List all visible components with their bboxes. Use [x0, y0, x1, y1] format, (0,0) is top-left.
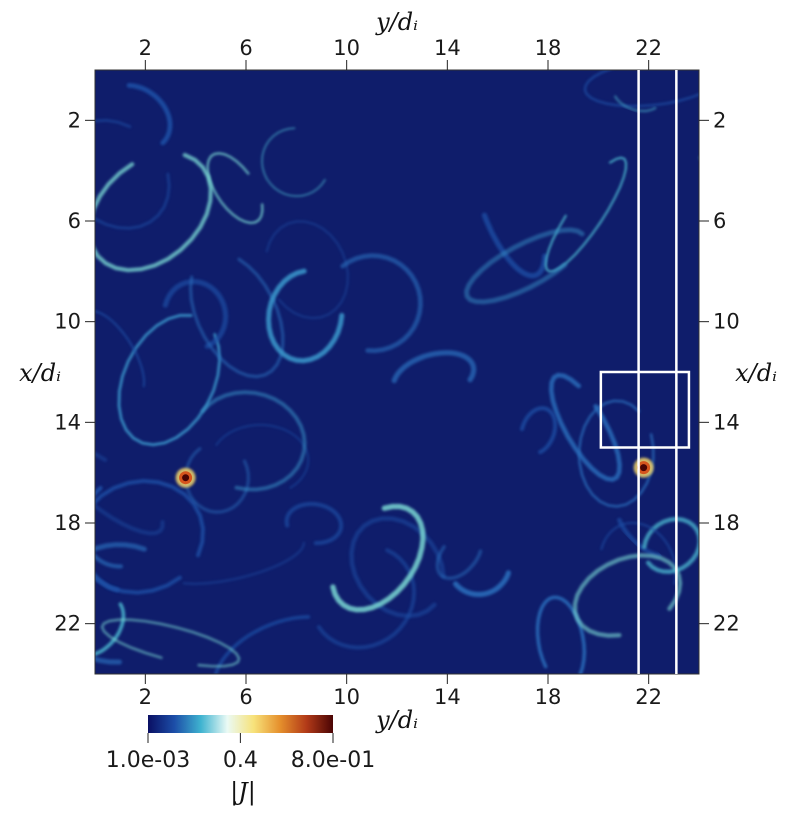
- current-sheet: [435, 545, 483, 580]
- current-sheet: [642, 516, 699, 574]
- current-sheet: [95, 118, 171, 230]
- y-tick-label-left: 10: [54, 310, 81, 334]
- current-sheet: [206, 152, 264, 225]
- current-sheet: [340, 253, 423, 354]
- current-sheet: [464, 227, 585, 305]
- peak-core: [182, 474, 190, 482]
- x-tick-label-bottom: 18: [535, 685, 562, 709]
- peak-core: [640, 464, 648, 472]
- current-sheet: [600, 521, 677, 585]
- x-tick-label-top: 6: [239, 36, 252, 60]
- y-tick-label-right: 6: [713, 209, 726, 233]
- x-tick-label-top: 14: [434, 36, 461, 60]
- y-tick-label-left: 2: [68, 108, 81, 132]
- x-tick-label-bottom: 2: [139, 685, 152, 709]
- current-sheet: [126, 82, 173, 146]
- current-sheet: [481, 212, 548, 279]
- current-sheet: [583, 70, 699, 108]
- current-sheet: [95, 521, 123, 569]
- colorbar-title: |J|: [230, 778, 256, 807]
- x-tick-label-top: 18: [535, 36, 562, 60]
- current-sheet: [261, 127, 326, 197]
- current-sheet: [614, 95, 657, 113]
- current-sheet: [544, 156, 627, 273]
- y-tick-label-right: 18: [713, 511, 740, 535]
- x-tick-label-top: 10: [333, 36, 360, 60]
- current-sheet: [162, 279, 229, 349]
- current-sheet: [519, 406, 558, 455]
- current-sheet: [95, 310, 145, 388]
- colorbar-tick-label: 8.0e-01: [291, 748, 375, 773]
- y-tick-label-right: 14: [713, 410, 740, 434]
- current-sheet: [452, 570, 512, 598]
- y-tick-label-left: 18: [54, 511, 81, 535]
- current-sheet: [266, 268, 345, 364]
- current-sheet: [200, 390, 307, 492]
- current-sheet-structures: [95, 70, 699, 674]
- y-tick-label-right: 22: [713, 612, 740, 636]
- x-axis-title-bottom: y/dᵢ: [375, 706, 418, 734]
- x-tick-label-top: 22: [635, 36, 662, 60]
- current-sheet: [95, 542, 147, 665]
- current-sheet: [577, 399, 655, 508]
- current-sheet: [182, 541, 306, 585]
- current-sheet: [316, 548, 417, 650]
- y-axis-title-left: x/dᵢ: [19, 359, 61, 387]
- x-tick-label-top: 2: [139, 36, 152, 60]
- plot-frame: [94, 69, 700, 675]
- x-axis-title-top: y/dᵢ: [375, 8, 418, 36]
- x-tick-label-bottom: 14: [434, 685, 461, 709]
- x-tick-label-bottom: 22: [635, 685, 662, 709]
- colorbar: 1.0e-03 0.4 8.0e-01 |J|: [106, 715, 375, 807]
- y-tick-label-left: 22: [54, 612, 81, 636]
- y-tick-label-left: 14: [54, 410, 81, 434]
- current-sheet: [95, 441, 165, 536]
- y-tick-label-right: 10: [713, 310, 740, 334]
- colorbar-ticks: 1.0e-03 0.4 8.0e-01: [106, 733, 375, 773]
- current-sheet: [572, 553, 683, 638]
- y-tick-label-right: 2: [713, 108, 726, 132]
- y-tick-label-left: 6: [68, 209, 81, 233]
- current-sheet: [535, 595, 587, 674]
- current-sheet: [548, 372, 622, 482]
- current-sheet: [391, 350, 477, 384]
- annotation-box: [599, 370, 691, 449]
- current-sheet: [330, 503, 426, 613]
- colorbar-gradient: [148, 715, 333, 733]
- current-sheet: [215, 424, 310, 489]
- colorbar-tick-label: 0.4: [223, 748, 258, 773]
- current-sheet: [95, 478, 205, 595]
- current-sheet: [95, 152, 213, 273]
- current-sheet: [100, 618, 241, 668]
- x-tick-label-bottom: 6: [239, 685, 252, 709]
- current-sheet: [212, 615, 311, 674]
- x-tick-label-bottom: 10: [333, 685, 360, 709]
- current-sheet: [617, 517, 662, 558]
- current-sheet: [95, 602, 126, 658]
- annotations: [599, 70, 691, 674]
- colorbar-tick-label: 1.0e-03: [106, 748, 190, 773]
- heatmap: [95, 70, 699, 674]
- y-axis-title-right: x/dᵢ: [735, 359, 777, 387]
- current-sheet: [117, 313, 222, 447]
- current-sheet: [284, 501, 344, 546]
